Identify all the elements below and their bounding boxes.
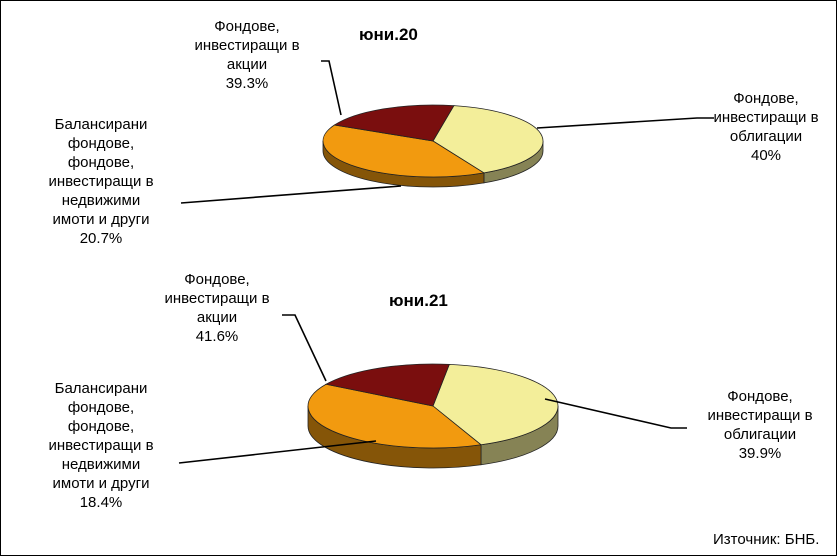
- chart-2-value-equity: 41.6%: [195, 328, 239, 345]
- chart-1-label-equity-text: Фондове, инвестиращи в акции: [194, 18, 300, 73]
- chart-2-slice-equity: [432, 363, 559, 446]
- chart-1-leader-bonds: [536, 117, 714, 129]
- chart-2-label-bonds: Фондове, инвестиращи в облигации 39.9%: [685, 387, 835, 463]
- chart-2-leader-bonds: [544, 398, 687, 429]
- chart-2-value-bonds: 39.9%: [738, 445, 782, 462]
- chart-1-slice-bonds: [322, 124, 486, 178]
- chart-1-label-bonds-text: Фондове, инвестиращи в облигации: [713, 90, 819, 145]
- chart-2-leader-equity: [282, 314, 327, 382]
- chart-1-leader-balanced: [180, 185, 402, 204]
- chart-2-leader-balanced: [178, 440, 377, 464]
- chart-1-title: юни.20: [359, 25, 418, 44]
- chart-2-label-balanced-text: Балансирани фондове, фондове, инвестиращ…: [48, 380, 154, 492]
- chart-1-label-balanced-text: Балансирани фондове, фондове, инвестиращ…: [48, 116, 154, 228]
- chart-2-title: юни.21: [389, 291, 448, 310]
- chart-2-label-equity-text: Фондове, инвестиращи в акции: [164, 271, 270, 326]
- chart-1-value-equity: 39.3%: [225, 75, 269, 92]
- chart-1-label-equity: Фондове, инвестиращи в акции 39.3%: [177, 17, 317, 93]
- chart-2-slice-bonds: [307, 383, 482, 449]
- source-note: Източник: БНБ.: [713, 531, 820, 548]
- chart-2-slice-balanced: [324, 363, 450, 407]
- chart-2-label-balanced: Балансирани фондове, фондове, инвестиращ…: [21, 379, 181, 512]
- chart-1-leader-equity: [321, 60, 342, 116]
- chart-1-label-balanced: Балансирани фондове, фондове, инвестиращ…: [21, 115, 181, 248]
- chart-1-slice-equity: [432, 105, 544, 174]
- chart-1-slice-balanced: [333, 104, 455, 142]
- chart-1-value-balanced: 20.7%: [79, 230, 123, 247]
- chart-1-value-bonds: 40%: [750, 147, 782, 164]
- chart-2-label-bonds-text: Фондове, инвестиращи в облигации: [707, 388, 813, 443]
- chart-2-label-equity: Фондове, инвестиращи в акции 41.6%: [147, 270, 287, 346]
- chart-1-label-bonds: Фондове, инвестиращи в облигации 40%: [691, 89, 836, 165]
- chart-2-value-balanced: 18.4%: [79, 494, 123, 511]
